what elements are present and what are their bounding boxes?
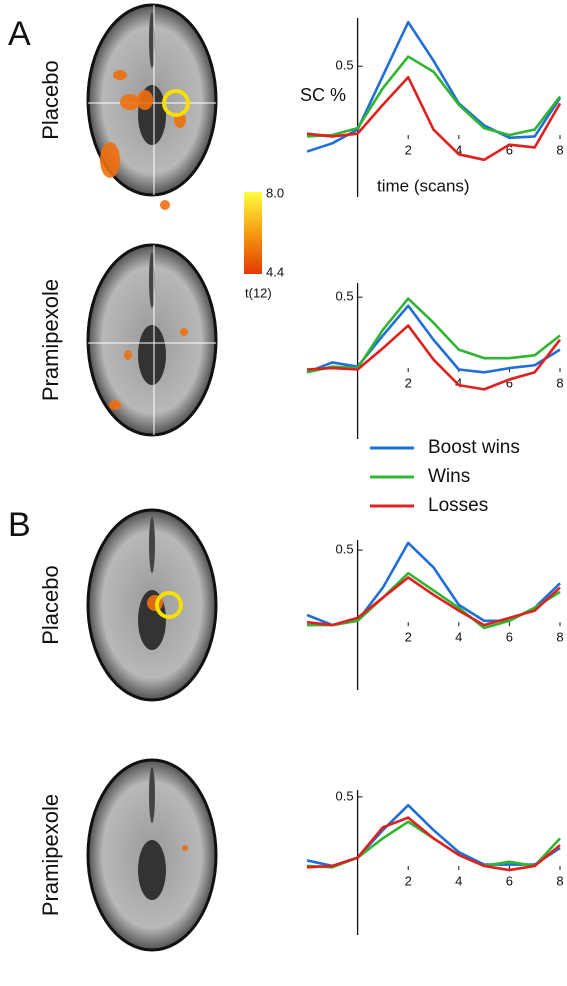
y-axis-label: SC % bbox=[300, 85, 346, 105]
x-tick-label: 4 bbox=[455, 630, 462, 645]
series-line bbox=[307, 306, 560, 373]
x-tick-label: 6 bbox=[506, 630, 513, 645]
colorbar-max: 8.0 bbox=[266, 185, 284, 200]
brain-images bbox=[88, 5, 216, 950]
colorbar-min: 4.4 bbox=[266, 264, 284, 279]
activation-blob bbox=[180, 328, 188, 336]
series-line bbox=[307, 578, 560, 626]
x-tick-label: 8 bbox=[556, 630, 563, 645]
x-tick-label: 8 bbox=[556, 376, 563, 391]
legend-label: Wins bbox=[428, 466, 470, 487]
series-line bbox=[307, 818, 560, 870]
row-label: Placebo bbox=[38, 60, 63, 140]
row-label: Pramipexole bbox=[38, 794, 63, 916]
x-tick-label: 2 bbox=[405, 376, 412, 391]
panel-letter: A bbox=[8, 15, 31, 53]
row-label: Pramipexole bbox=[38, 279, 63, 401]
y-tick-label: 0.5 bbox=[336, 542, 354, 557]
activation-blob bbox=[109, 400, 121, 410]
activation-blob bbox=[160, 200, 170, 210]
y-tick-label: 0.5 bbox=[336, 788, 354, 803]
activation-blob bbox=[100, 142, 120, 178]
figure: A B 8.0 4.4 t(12) Placebo Pramipexole Plac… bbox=[0, 0, 567, 986]
x-tick-label: 2 bbox=[405, 630, 412, 645]
colorbar bbox=[244, 192, 262, 274]
brain-ventricle bbox=[138, 840, 166, 900]
activation-blob bbox=[182, 845, 188, 851]
x-axis-label: time (scans) bbox=[377, 177, 470, 196]
x-tick-label: 6 bbox=[506, 873, 513, 888]
brain-fissure bbox=[149, 517, 155, 573]
y-tick-label: 0.5 bbox=[336, 58, 354, 73]
activation-blob bbox=[124, 350, 132, 360]
x-tick-label: 2 bbox=[405, 873, 412, 888]
x-tick-label: 8 bbox=[556, 142, 563, 157]
y-tick-label: 0.5 bbox=[336, 289, 354, 304]
series-line bbox=[307, 805, 560, 866]
activation-blob bbox=[137, 90, 153, 110]
activation-blob bbox=[120, 94, 140, 110]
activation-blob bbox=[113, 70, 127, 80]
legend-label: Boost wins bbox=[428, 437, 520, 458]
brain-ventricle bbox=[138, 325, 166, 385]
x-tick-label: 8 bbox=[556, 873, 563, 888]
brain-fissure bbox=[149, 767, 155, 823]
colorbar-label: t(12) bbox=[245, 285, 272, 300]
legend-label: Losses bbox=[428, 495, 488, 516]
x-tick-label: 2 bbox=[405, 142, 412, 157]
row-label: Placebo bbox=[38, 565, 63, 645]
x-tick-label: 4 bbox=[455, 873, 462, 888]
series-line bbox=[307, 573, 560, 628]
panel-letter: B bbox=[8, 506, 31, 544]
